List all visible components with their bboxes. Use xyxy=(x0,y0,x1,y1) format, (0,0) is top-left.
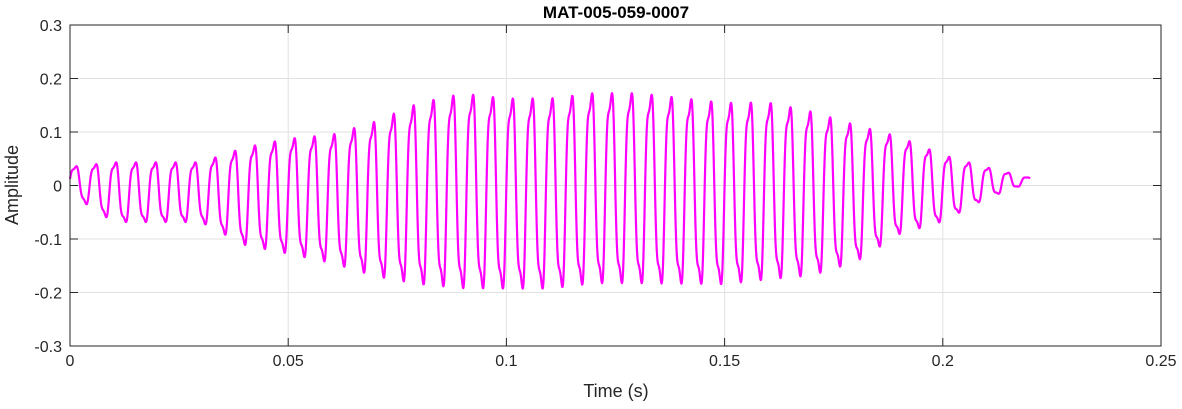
x-tick-label: 0.15 xyxy=(709,353,740,370)
x-tick-label: 0.05 xyxy=(273,353,304,370)
x-axis-label: Time (s) xyxy=(583,381,648,401)
x-tick-label: 0.25 xyxy=(1145,353,1176,370)
y-tick-label: 0.1 xyxy=(40,125,62,142)
y-tick-label: -0.2 xyxy=(34,286,62,303)
y-tick-label: -0.3 xyxy=(34,339,62,356)
y-tick-label: 0.2 xyxy=(40,72,62,89)
y-tick-label: 0.3 xyxy=(40,18,62,35)
x-tick-label: 0.1 xyxy=(495,353,517,370)
y-tick-label: 0 xyxy=(53,179,62,196)
x-tick-label: 0.2 xyxy=(932,353,954,370)
signal-line xyxy=(68,92,1031,290)
chart-title: MAT-005-059-0007 xyxy=(543,3,689,22)
x-tick-label: 0 xyxy=(66,353,75,370)
y-tick-label: -0.1 xyxy=(34,232,62,249)
y-axis-label: Amplitude xyxy=(2,145,22,225)
